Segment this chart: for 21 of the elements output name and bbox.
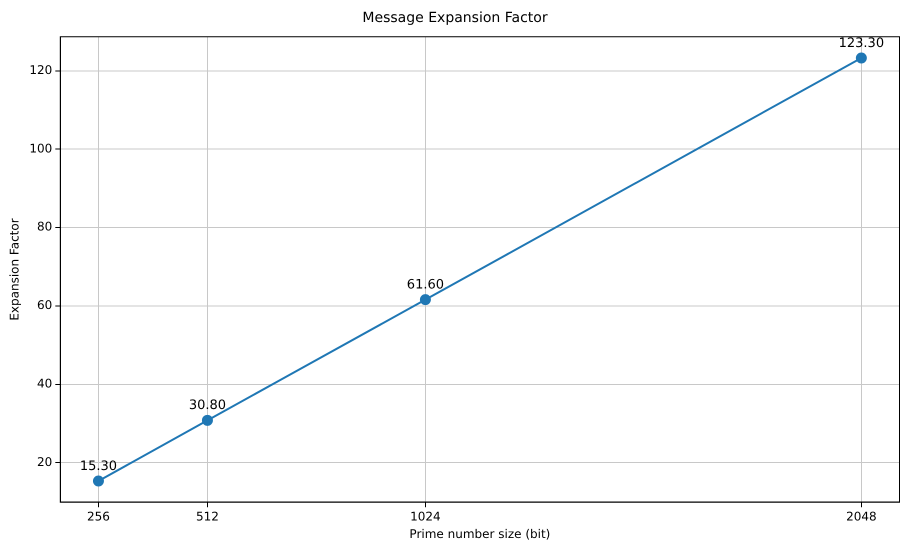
x-tick-label: 256	[86, 510, 110, 524]
data-label: 30.80	[188, 398, 226, 414]
point	[202, 414, 213, 426]
x-tick-label: 512	[196, 510, 219, 524]
point	[420, 294, 431, 306]
x-axis-title: Prime number size (bit)	[409, 526, 550, 541]
y-tick-label: 120	[29, 63, 52, 78]
y-tick-label: 20	[37, 454, 52, 469]
x-tick-label: 2048	[846, 510, 877, 524]
data-label: 61.60	[406, 278, 444, 293]
data-label: 15.30	[80, 458, 118, 474]
x-tick-label: 1024	[410, 510, 441, 524]
point	[92, 476, 104, 487]
y-tick-label: 60	[37, 298, 52, 312]
data-label: 123.30	[838, 36, 884, 51]
y-axis-title: Expansion Factor	[7, 218, 22, 321]
point	[856, 52, 867, 64]
y-tick-label: 40	[37, 376, 52, 390]
y-tick-label: 100	[29, 141, 52, 156]
y-tick-label: 80	[37, 220, 52, 234]
chart-title: Message Expansion Factor	[362, 10, 548, 26]
